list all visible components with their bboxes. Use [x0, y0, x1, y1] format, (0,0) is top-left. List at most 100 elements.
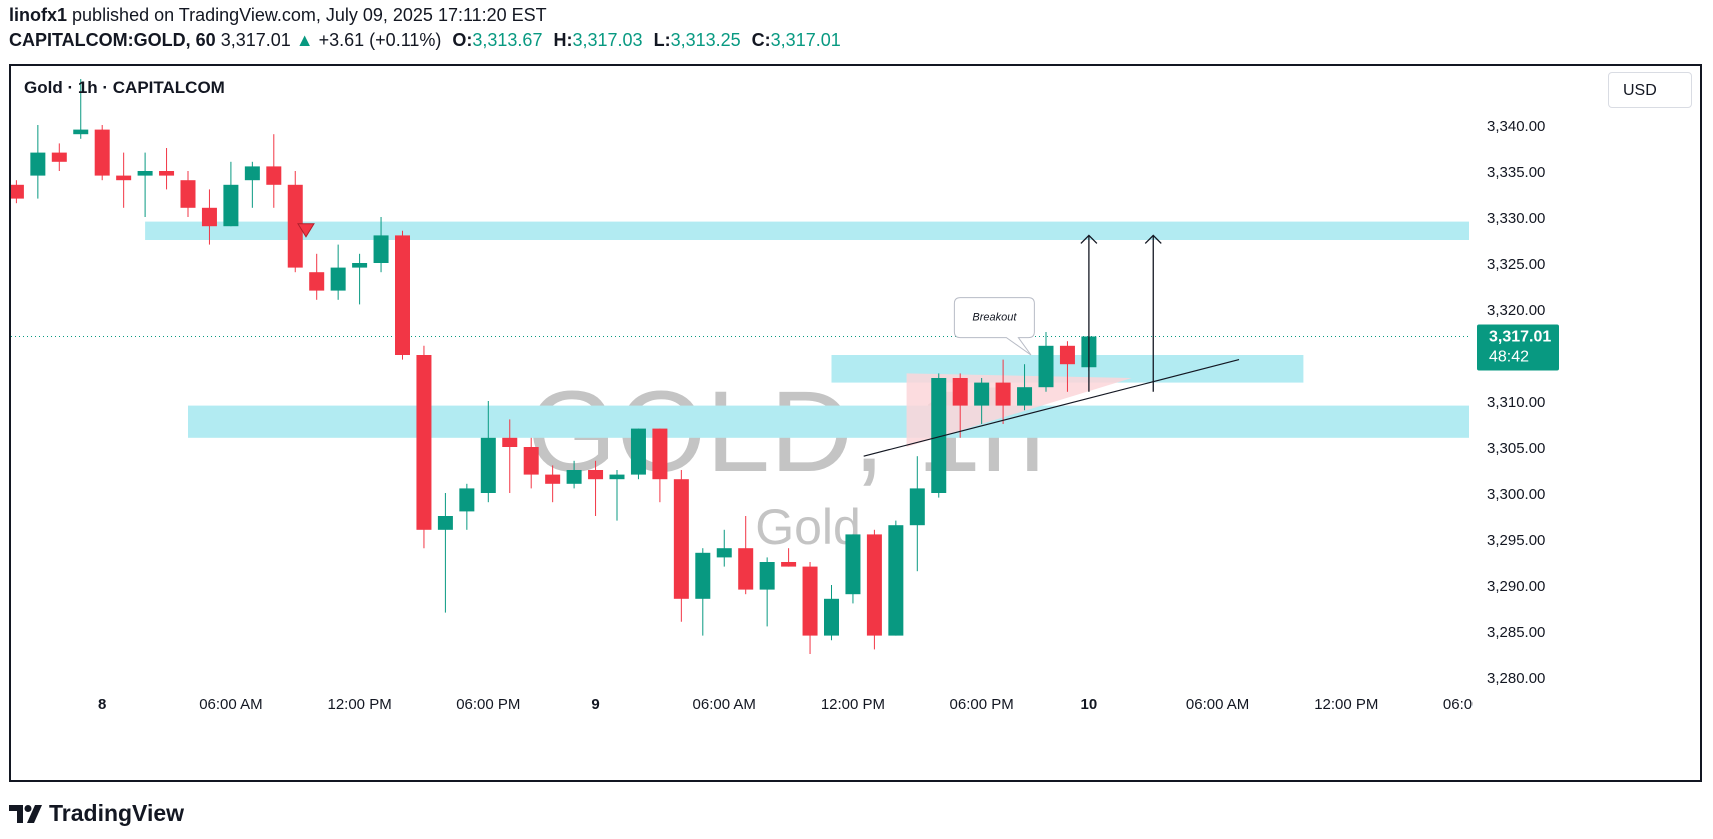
target-arrow[interactable]	[1080, 234, 1098, 392]
currency-button[interactable]: USD	[1608, 72, 1692, 108]
breakout-callout[interactable]: Breakout	[953, 297, 1035, 356]
candle	[480, 401, 496, 503]
high-value: 3,317.03	[572, 30, 643, 50]
trendline[interactable]	[863, 359, 1240, 457]
time-axis[interactable]: 8 06:00 AM 12:00 PM 06:00 PM 9 06:00 AM 12:00 …	[98, 696, 1507, 713]
candle	[94, 125, 110, 181]
candle-body	[1038, 345, 1054, 388]
candle-body	[824, 598, 839, 636]
price-axis[interactable]: 3,340.00 3,335.00 3,330.00 3,325.00 3,320.00…	[1487, 118, 1545, 687]
candle-body	[11, 184, 24, 199]
target-arrow[interactable]	[1144, 234, 1162, 392]
last-price-tag: 3,317.01 48:42	[1477, 324, 1559, 371]
author-name[interactable]: linofx1	[9, 5, 68, 25]
candle-body	[459, 488, 475, 512]
candle	[352, 253, 368, 305]
candle	[395, 230, 410, 360]
candle	[909, 456, 925, 572]
candle-body	[373, 235, 389, 263]
symbol-name: CAPITALCOM:GOLD, 60	[9, 30, 216, 50]
arrow-head	[1144, 234, 1162, 244]
time-tick-label: 06:00 AM	[1186, 696, 1249, 713]
time-tick-label: 06:00 AM	[199, 696, 262, 713]
candle-body	[845, 534, 861, 595]
price-tick-label: 3,285.00	[1487, 624, 1545, 641]
candle	[995, 359, 1011, 424]
candle	[695, 548, 711, 636]
candle-body	[266, 166, 282, 185]
candle-body	[652, 428, 668, 480]
price-tick-label: 3,290.00	[1487, 578, 1545, 595]
price-tick-label: 3,295.00	[1487, 532, 1545, 549]
price-change: +3.61 (+0.11%)	[318, 30, 442, 50]
time-tick-label: 8	[98, 696, 106, 713]
candle	[502, 419, 518, 493]
candle	[73, 79, 89, 139]
open-value: 3,313.67	[472, 30, 543, 50]
candle-body	[909, 488, 925, 526]
candle	[824, 585, 839, 641]
candles-layer	[11, 79, 1097, 654]
tradingview-logo-icon	[9, 804, 42, 823]
candle	[566, 460, 582, 489]
candle-body	[502, 437, 518, 447]
candle-body	[94, 129, 110, 176]
low-label: L:	[653, 30, 671, 50]
candle-body	[1059, 345, 1075, 365]
low-value: 3,313.25	[670, 30, 741, 50]
horizontal-zone	[188, 405, 1469, 438]
candle-body	[180, 180, 196, 208]
price-tick-label: 3,320.00	[1487, 302, 1545, 319]
candle	[180, 171, 196, 217]
candle-body	[73, 129, 89, 135]
watermark-name: Gold	[755, 499, 861, 555]
candle-body	[330, 267, 346, 291]
candle-body	[159, 171, 175, 176]
candle	[588, 460, 604, 516]
candle	[802, 562, 818, 654]
candle	[716, 529, 732, 567]
time-tick-label: 9	[591, 696, 599, 713]
candle-body	[352, 263, 368, 268]
candle-body	[888, 525, 904, 636]
candle	[309, 253, 325, 300]
zones-layer	[145, 221, 1470, 447]
candle-body	[738, 548, 754, 590]
candle	[137, 152, 153, 217]
publish-line: linofx1 published on TradingView.com, Ju…	[9, 5, 547, 26]
last-price-tag-price: 3,317.01	[1489, 329, 1551, 346]
time-tick-label: 06:00 AM	[693, 696, 756, 713]
candle-body	[781, 562, 797, 567]
candle	[437, 493, 453, 613]
candle-body	[609, 474, 625, 480]
candle	[781, 548, 797, 567]
time-tick-label: 12:00 PM	[327, 696, 391, 713]
chart-frame: GOLD, 1h Gold Breakout 3,340.003,335.003…	[9, 64, 1702, 782]
candle	[266, 134, 282, 208]
tradingview-footer[interactable]: TradingView	[9, 800, 184, 827]
candle	[652, 428, 668, 503]
time-tick-label: 10	[1081, 696, 1098, 713]
price-tick-label: 3,305.00	[1487, 440, 1545, 457]
price-tick-label: 3,330.00	[1487, 210, 1545, 227]
change-up-icon: ▲	[295, 30, 314, 50]
close-value: 3,317.01	[770, 30, 841, 50]
candle-body	[51, 152, 67, 162]
candle-body	[309, 272, 325, 291]
candle-body	[244, 166, 260, 181]
candle	[545, 465, 561, 503]
price-chart[interactable]: GOLD, 1h Gold Breakout 3,340.003,335.003…	[11, 66, 1700, 780]
close-label: C:	[751, 30, 771, 50]
candle-body	[931, 378, 947, 493]
candle	[738, 516, 754, 595]
price-tick-label: 3,335.00	[1487, 164, 1545, 181]
candle-body	[952, 378, 968, 406]
candle-body	[395, 235, 410, 355]
price-tick-label: 3,325.00	[1487, 256, 1545, 273]
publish-info: published on TradingView.com, July 09, 2…	[72, 5, 547, 25]
price-tick-label: 3,300.00	[1487, 486, 1545, 503]
candle	[244, 161, 260, 208]
last-price-tag-bg	[1477, 324, 1559, 371]
price-tick-label: 3,280.00	[1487, 670, 1545, 687]
candle-body	[223, 184, 239, 227]
